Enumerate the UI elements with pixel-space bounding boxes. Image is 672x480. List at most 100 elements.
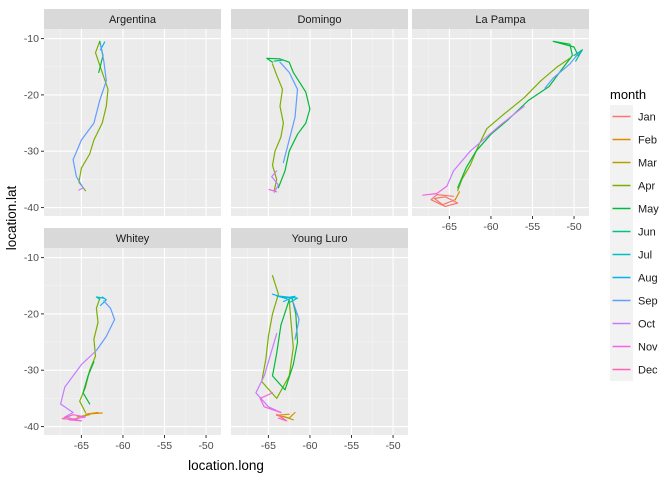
legend-item-nov: Nov xyxy=(610,335,658,358)
x-tick-label: -65 xyxy=(442,221,457,233)
track-la-pampa-nov xyxy=(422,185,448,196)
track-young-luro-oct xyxy=(255,333,282,414)
panel-young-luro: Young Luro xyxy=(231,228,408,435)
track-young-luro-may xyxy=(271,296,299,391)
panel-argentina: Argentina xyxy=(44,9,221,216)
x-tick-label: -55 xyxy=(525,221,540,233)
track-whitey-dec xyxy=(61,414,78,421)
panel-strip-label: Argentina xyxy=(109,14,157,26)
y-axis-ticks-row-1: -10 -20 -30 -40 xyxy=(24,33,44,214)
panel-strip xyxy=(231,9,408,29)
panel-strip xyxy=(44,9,221,29)
legend-label: Jun xyxy=(638,227,656,239)
legend-label: Nov xyxy=(638,342,658,354)
y-tick-label: -40 xyxy=(24,421,39,433)
track-young-luro-mar xyxy=(282,415,294,421)
panels-layer: Argentina Domingo La Pampa Whitey Young Luro xyxy=(44,9,589,435)
x-tick-label: -55 xyxy=(157,440,172,452)
legend-label: Mar xyxy=(638,158,657,170)
panel-strip-label: Young Luro xyxy=(292,233,348,245)
track-whitey-jul xyxy=(95,296,105,300)
y-tick-label: -10 xyxy=(24,33,39,45)
track-domingo-jun xyxy=(273,59,284,62)
legend-item-jan: Jan xyxy=(610,105,656,128)
legend-item-may: May xyxy=(610,197,659,220)
track-la-pampa-sep xyxy=(544,52,580,89)
panel-strip-label: Domingo xyxy=(297,14,341,26)
x-axis-title: location.long xyxy=(188,458,264,473)
panel-domingo: Domingo xyxy=(231,9,408,216)
panel-strip-label: Whitey xyxy=(116,233,150,245)
track-la-pampa-may xyxy=(457,40,579,189)
x-tick-label: -50 xyxy=(198,440,213,452)
track-domingo-apr xyxy=(271,63,284,192)
y-tick-label: -30 xyxy=(24,146,39,158)
panel-strip xyxy=(412,9,589,29)
track-whitey-feb xyxy=(84,411,103,415)
track-domingo-may xyxy=(266,57,311,189)
x-tick-label: -60 xyxy=(483,221,498,233)
legend-label: Dec xyxy=(638,365,658,377)
track-argentina-sep xyxy=(72,43,107,189)
x-tick-label: -65 xyxy=(74,440,89,452)
y-tick-label: -10 xyxy=(24,252,39,264)
track-young-luro-dec xyxy=(276,413,288,422)
legend-item-mar: Mar xyxy=(610,151,657,174)
track-whitey-oct xyxy=(60,349,97,422)
y-axis-ticks-row-2: -10 -20 -30 -40 xyxy=(24,252,44,433)
panel-background xyxy=(44,29,221,216)
legend-item-aug: Aug xyxy=(610,266,658,289)
track-argentina-oct xyxy=(78,187,84,191)
panel-background xyxy=(231,248,408,435)
track-whitey-may xyxy=(82,361,95,405)
x-tick-label: -60 xyxy=(115,440,130,452)
legend-item-dec: Dec xyxy=(610,358,658,381)
track-la-pampa-apr xyxy=(457,57,571,192)
track-la-pampa-oct xyxy=(446,105,525,187)
track-la-pampa-feb xyxy=(454,191,460,201)
legend-label: Jul xyxy=(638,250,652,262)
legend-label: May xyxy=(638,204,659,216)
track-la-pampa-jan xyxy=(430,194,459,207)
x-tick-label: -60 xyxy=(302,440,317,452)
panel-background xyxy=(412,29,589,216)
legend-item-jul: Jul xyxy=(610,243,652,266)
panel-strip-label: La Pampa xyxy=(475,14,526,26)
legend-label: Aug xyxy=(638,273,658,285)
track-domingo-oct xyxy=(271,170,279,193)
y-axis-title: location.lat xyxy=(4,185,19,250)
track-la-pampa-jun xyxy=(573,49,583,62)
legend-item-apr: Apr xyxy=(610,174,655,197)
track-domingo-sep xyxy=(279,61,299,164)
x-tick-label: -50 xyxy=(566,221,581,233)
panel-la-pampa: La Pampa xyxy=(412,9,589,216)
y-tick-label: -40 xyxy=(24,202,39,214)
legend: month Jan Feb Mar Apr May Jun Jul Aug Sep Oct Nov D… xyxy=(610,87,659,381)
track-whitey-sep xyxy=(95,300,116,352)
legend-label: Sep xyxy=(638,296,658,308)
legend-title: month xyxy=(610,87,646,102)
track-domingo-nov xyxy=(268,188,278,193)
y-tick-label: -20 xyxy=(24,89,39,101)
legend-item-sep: Sep xyxy=(610,289,658,312)
legend-item-feb: Feb xyxy=(610,128,657,151)
track-young-luro-nov xyxy=(259,392,282,414)
panel-strip xyxy=(44,228,221,248)
track-whitey-apr xyxy=(79,298,101,414)
y-tick-label: -30 xyxy=(24,365,39,377)
x-axis-ticks: -65 -60 -55 -50 -65 -60 -55 -50 -65 -60 -55 -50 xyxy=(74,216,582,452)
legend-label: Feb xyxy=(638,135,657,147)
track-whitey-nov xyxy=(68,414,87,422)
legend-label: Jan xyxy=(638,112,656,124)
panel-strip xyxy=(231,228,408,248)
panel-whitey: Whitey xyxy=(44,228,221,435)
track-young-luro-sep xyxy=(292,302,300,340)
legend-label: Apr xyxy=(638,181,655,193)
panel-background xyxy=(44,248,221,435)
panel-background xyxy=(231,29,408,216)
legend-item-oct: Oct xyxy=(610,312,655,335)
track-whitey-mar xyxy=(76,414,91,418)
track-young-luro-aug xyxy=(271,293,296,303)
y-tick-label: -20 xyxy=(24,308,39,320)
